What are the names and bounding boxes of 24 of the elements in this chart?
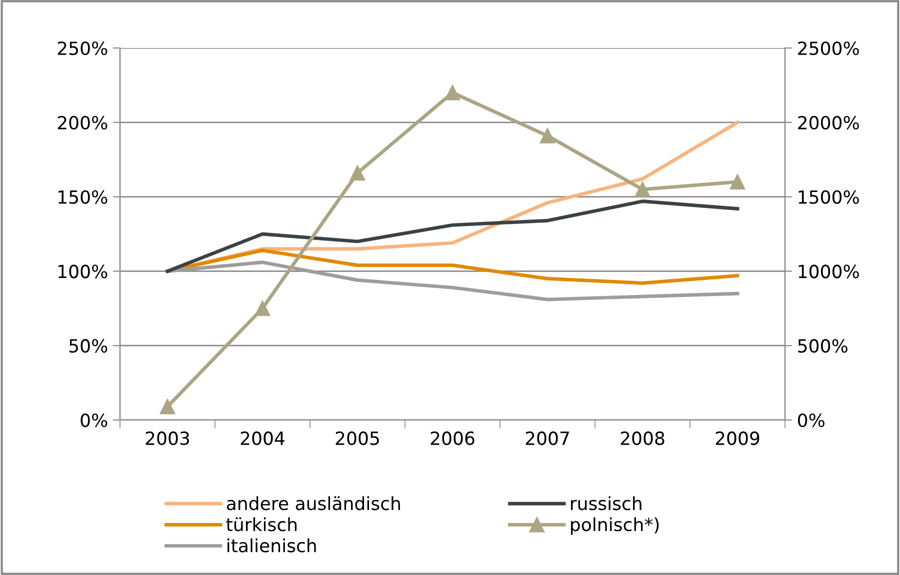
y-tick-label: 200% xyxy=(58,116,108,130)
legend-label: andere ausländisch xyxy=(226,496,400,510)
y2-tick-label: 1000% xyxy=(798,264,859,278)
y2-tick-label: 500% xyxy=(798,339,848,353)
y-tick-label: 150% xyxy=(58,190,108,204)
x-tick-label: 2006 xyxy=(430,431,474,446)
x-tick-label: 2004 xyxy=(240,431,284,446)
x-tick-label: 2008 xyxy=(620,431,664,446)
y2-tick-label: 0% xyxy=(798,413,824,428)
y2-tick-label: 2000% xyxy=(798,116,859,130)
y-tick-label: 50% xyxy=(69,339,108,353)
y2-tick-label: 2500% xyxy=(798,41,859,56)
y-tick-label: 250% xyxy=(58,41,108,56)
y-tick-label: 0% xyxy=(80,413,108,428)
legend-label: polnisch*) xyxy=(571,517,659,535)
x-tick-label: 2009 xyxy=(716,431,760,446)
y-tick-label: 100% xyxy=(58,264,108,278)
x-tick-label: 2007 xyxy=(526,431,569,446)
legend-label: italienisch xyxy=(228,538,316,552)
y2-tick-label: 1500% xyxy=(798,190,859,204)
x-tick-label: 2003 xyxy=(146,431,190,446)
legend-label: russisch xyxy=(571,496,642,510)
x-tick-label: 2005 xyxy=(336,431,379,446)
legend-label: türkisch xyxy=(226,517,296,532)
